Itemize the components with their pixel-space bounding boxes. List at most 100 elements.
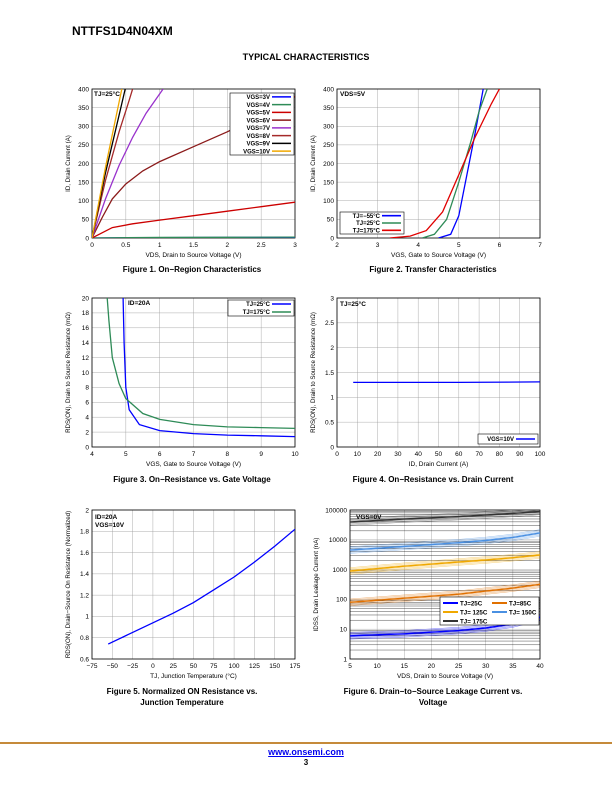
fig5-x-tick-label: 125 xyxy=(249,663,260,670)
fig5-frame xyxy=(91,509,296,660)
fig6-annotation: VGS=0V xyxy=(356,514,382,521)
fig6-series-trace-4 xyxy=(350,514,540,526)
fig4-y-tick-label: 0 xyxy=(330,444,334,451)
fig6-series-trace-2 xyxy=(350,551,540,568)
fig3-y-tick-label: 18 xyxy=(82,310,90,317)
figure-4-caption: Figure 4. On−Resistance vs. Drain Curren… xyxy=(352,475,514,484)
fig4-y-tick-label: 2 xyxy=(330,345,334,352)
fig6-x-axis-title: VDS, Drain to Source Voltage (V) xyxy=(397,673,493,680)
fig6-series-trace-3 xyxy=(350,534,540,553)
fig5-y-axis-title: RDS(ON), Drain−Source On Resistance (Nor… xyxy=(65,511,72,658)
fig1-x-tick-label: 1 xyxy=(158,242,162,249)
fig4-x-tick-label: 50 xyxy=(435,451,443,458)
fig5-y-tick-label: 1.6 xyxy=(80,550,89,557)
fig4-x-tick-label: 90 xyxy=(516,451,524,458)
fig6-x-tick-label: 10 xyxy=(374,663,382,670)
fig1-legend-label: VGS=3V xyxy=(246,95,270,101)
fig6-y-axis-title: IDSS, Drain Leakage Current (nA) xyxy=(313,538,320,632)
fig3-x-tick-label: 5 xyxy=(124,451,128,458)
fig6-x-tick-label: 15 xyxy=(401,663,409,670)
fig6-series-line-1 xyxy=(350,583,540,603)
fig1-y-tick-label: 350 xyxy=(78,105,89,112)
fig1-series-line-4 xyxy=(92,89,164,238)
fig2-series-line-0 xyxy=(438,89,484,238)
fig5-y-tick-label: 0.6 xyxy=(80,656,89,663)
fig3-y-tick-label: 12 xyxy=(82,355,90,362)
page-number: 3 xyxy=(303,758,309,767)
fig6-y-tick-label: 1 xyxy=(343,656,347,663)
fig6-legend-label: TJ=25C xyxy=(460,600,483,607)
fig6-series-trace-2 xyxy=(350,558,540,575)
fig4-frame xyxy=(336,297,541,448)
fig4-x-tick-label: 70 xyxy=(475,451,483,458)
fig2-y-tick-label: 300 xyxy=(323,124,334,131)
fig3-x-tick-label: 4 xyxy=(90,451,94,458)
fig4-y-tick-label: 3 xyxy=(330,295,334,302)
fig2-y-tick-label: 250 xyxy=(323,142,334,149)
fig6-y-tick-label: 10000 xyxy=(329,537,347,544)
fig1-legend-label: VGS=9V xyxy=(246,142,270,148)
fig1-legend-label: VGS=10V xyxy=(243,149,270,155)
fig1-y-tick-label: 300 xyxy=(78,124,89,131)
fig5-y-tick-label: 1.8 xyxy=(80,529,89,536)
fig1-y-tick-label: 0 xyxy=(85,235,89,242)
fig2-y-tick-label: 200 xyxy=(323,161,334,168)
fig5-series-line-0 xyxy=(107,528,295,645)
fig3-legend-label: TJ=25°C xyxy=(246,302,271,308)
fig3-y-tick-label: 20 xyxy=(82,295,90,302)
fig2-y-tick-label: 400 xyxy=(323,86,334,93)
section-title: TYPICAL CHARACTERISTICS xyxy=(242,52,370,62)
fig6-y-tick-label: 1000 xyxy=(333,567,348,574)
fig4-x-tick-label: 10 xyxy=(354,451,362,458)
fig1-y-axis-title: ID, Drain Current (A) xyxy=(65,135,72,192)
fig1-legend-label: VGS=6V xyxy=(246,118,270,124)
fig4-y-tick-label: 2.5 xyxy=(325,320,334,327)
fig6-series-trace-4 xyxy=(350,510,517,519)
fig2-legend-label: TJ=25°C xyxy=(356,221,381,227)
fig6-x-tick-label: 40 xyxy=(536,663,544,670)
fig6-legend-label: TJ=85C xyxy=(509,600,532,607)
fig6-legend-label: TJ= 125C xyxy=(460,609,488,616)
fig4-x-tick-label: 0 xyxy=(335,451,339,458)
fig3-y-tick-label: 16 xyxy=(82,325,90,332)
figure-3-caption: Figure 3. On−Resistance vs. Gate Voltage xyxy=(113,475,271,484)
fig6-series-trace-1 xyxy=(350,583,540,602)
fig4-x-tick-label: 40 xyxy=(415,451,423,458)
fig6-x-tick-label: 35 xyxy=(509,663,517,670)
fig2-legend-label: TJ=175°C xyxy=(353,229,381,235)
fig5-x-tick-label: −50 xyxy=(107,663,118,670)
fig5-annotation: VGS=10V xyxy=(95,522,125,529)
fig6-series-trace-3 xyxy=(350,530,540,549)
figure-6-caption: Figure 6. Drain−to−Source Leakage Curren… xyxy=(343,687,523,707)
fig3-y-tick-label: 2 xyxy=(85,429,89,436)
fig5-x-tick-label: 175 xyxy=(290,663,301,670)
fig6-series-trace-3 xyxy=(350,536,540,554)
fig5-x-tick-label: 150 xyxy=(269,663,280,670)
fig6-series-trace-1 xyxy=(350,587,540,606)
fig4-x-tick-label: 20 xyxy=(374,451,382,458)
fig1-annotation: TJ=25°C xyxy=(94,90,120,98)
fig2-annotation: VDS=5V xyxy=(340,91,366,98)
fig2-y-axis-title: ID, Drain Current (A) xyxy=(310,135,317,192)
fig5-y-tick-label: 1.2 xyxy=(80,592,89,599)
fig3-y-tick-label: 14 xyxy=(82,340,90,347)
fig6-x-tick-label: 30 xyxy=(482,663,490,670)
fig2-legend-label: TJ=−55°C xyxy=(353,214,381,220)
fig4-x-axis-title: ID, Drain Current (A) xyxy=(409,461,469,468)
fig1-series-line-5 xyxy=(92,89,134,238)
fig4-y-tick-label: 0.5 xyxy=(325,419,334,426)
footer-link[interactable]: www.onsemi.com xyxy=(268,747,344,757)
fig3-legend-label: TJ=175°C xyxy=(243,310,271,316)
fig3-y-axis-title: RDS(ON), Drain to Source Resistance (mΩ) xyxy=(65,312,72,433)
fig2-y-tick-label: 0 xyxy=(330,235,334,242)
fig1-x-tick-label: 2 xyxy=(226,242,230,249)
fig1-x-tick-label: 1.5 xyxy=(189,242,198,249)
fig6-series-line-3 xyxy=(350,532,540,551)
fig6-series-trace-4 xyxy=(350,510,540,521)
fig3-frame xyxy=(91,297,296,448)
fig6-series-trace-3 xyxy=(350,531,540,550)
fig2-series-line-2 xyxy=(389,89,500,238)
fig4-series-line-0 xyxy=(353,381,540,384)
fig1-y-tick-label: 100 xyxy=(78,198,89,205)
